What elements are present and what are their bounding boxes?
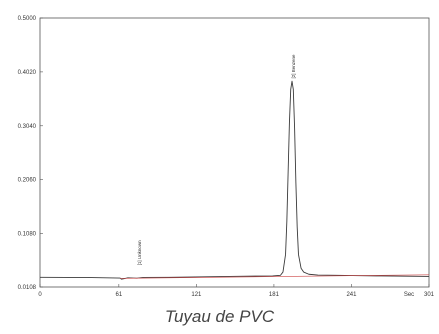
figure-caption: Tuyau de PVC bbox=[164, 307, 275, 326]
series-layer bbox=[39, 80, 430, 280]
x-tick-label: 0 bbox=[38, 292, 42, 298]
x-tick-label: 121 bbox=[191, 292, 202, 298]
peak-labels: [1] Unknown [2] Benzene bbox=[137, 54, 296, 265]
y-tick-label: 0.3040 bbox=[18, 124, 37, 130]
chromatogram-trace bbox=[39, 80, 430, 280]
x-tick-label: 181 bbox=[269, 292, 280, 298]
x-axis: 0 61 121 181 241 301 Sec bbox=[38, 284, 435, 298]
x-unit-label: Sec bbox=[404, 292, 414, 298]
y-tick-label: 0.0108 bbox=[18, 285, 37, 291]
y-tick-label: 0.5000 bbox=[18, 16, 37, 22]
y-tick-label: 0.2060 bbox=[18, 178, 37, 184]
peak-label: [2] Benzene bbox=[291, 54, 296, 79]
x-tick-label: 301 bbox=[424, 292, 435, 298]
peak-label: [1] Unknown bbox=[137, 240, 142, 266]
x-tick-label: 61 bbox=[115, 292, 122, 298]
y-tick-label: 0.1080 bbox=[18, 232, 37, 238]
baseline-line bbox=[120, 274, 430, 279]
plot-frame bbox=[39, 17, 430, 288]
y-axis: 0.5000 0.4020 0.3040 0.2060 0.1080 0.0108 bbox=[18, 16, 43, 291]
x-tick-label: 241 bbox=[346, 292, 357, 298]
y-tick-label: 0.4020 bbox=[18, 70, 37, 76]
